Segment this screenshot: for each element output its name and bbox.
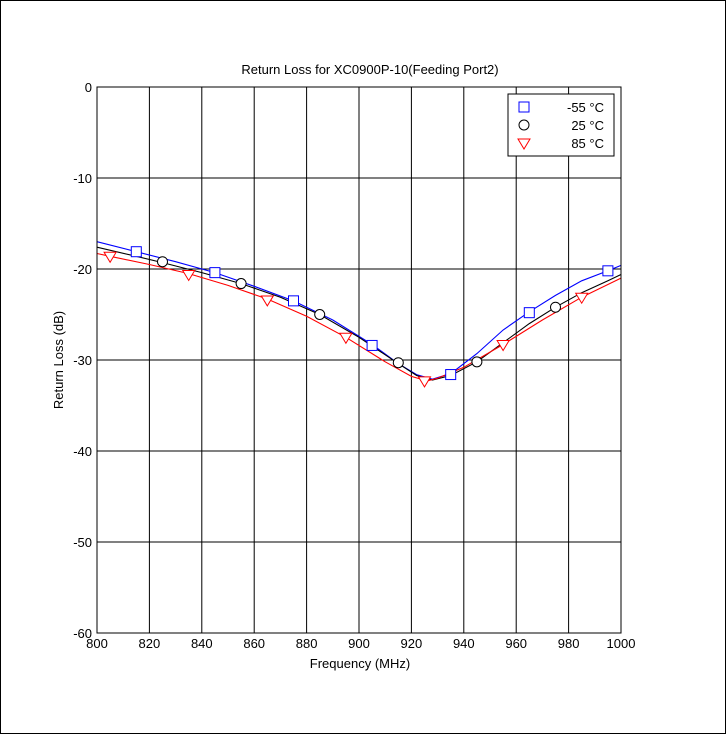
- data-point: [260, 295, 275, 307]
- y-tick-label: -20: [73, 262, 92, 277]
- data-point: [288, 295, 299, 307]
- data-point: [392, 357, 404, 369]
- data-point: [181, 269, 196, 282]
- x-tick-label: 1000: [607, 636, 636, 651]
- legend-marker: [518, 101, 530, 113]
- y-tick-label: -30: [73, 353, 92, 368]
- data-point: [417, 376, 432, 388]
- x-tick-label: 800: [86, 636, 108, 651]
- series-line-2: [96, 252, 622, 382]
- legend-marker: [517, 138, 531, 150]
- data-point: [130, 246, 142, 258]
- data-point: [445, 369, 457, 381]
- x-tick-label: 980: [558, 636, 580, 651]
- series-markers: [103, 246, 614, 388]
- data-point: [235, 278, 247, 290]
- x-tick-label: 820: [139, 636, 161, 651]
- x-tick-label: 920: [401, 636, 423, 651]
- legend-label: 25 °C: [571, 118, 604, 133]
- data-point: [314, 309, 326, 320]
- x-axis-label: Frequency (MHz): [310, 656, 410, 671]
- data-point: [471, 356, 483, 368]
- legend-marker: [518, 119, 530, 131]
- legend-label: -55 °C: [567, 100, 604, 115]
- data-point: [550, 301, 561, 313]
- data-point: [103, 251, 117, 264]
- data-point: [157, 256, 168, 268]
- data-point: [339, 332, 353, 345]
- y-tick-label: -50: [73, 535, 92, 550]
- grid: [96, 86, 622, 634]
- x-tick-label: 900: [348, 636, 370, 651]
- x-tick-label: 940: [453, 636, 475, 651]
- data-point: [574, 292, 589, 305]
- data-point: [366, 339, 378, 351]
- y-tick-label: -60: [73, 626, 92, 641]
- plot-area-border: [96, 86, 622, 634]
- legend: -55 °C 25 °C 85 °C: [507, 93, 615, 157]
- y-tick-label: -40: [73, 444, 92, 459]
- chart-title: Return Loss for XC0900P-10(Feeding Port2…: [241, 62, 498, 77]
- y-axis-label: Return Loss (dB): [51, 311, 66, 409]
- x-tick-label: 880: [296, 636, 318, 651]
- data-point: [496, 340, 510, 352]
- x-tick-label: 860: [243, 636, 265, 651]
- y-tick-label: 0: [85, 80, 92, 95]
- data-point: [523, 307, 535, 319]
- legend-label: 85 °C: [571, 136, 604, 151]
- data-point: [602, 265, 614, 277]
- tick-labels: 800 820 840 860 880 900 920 940 960 980 1000 0 -10 -2…: [73, 80, 635, 651]
- x-tick-label: 840: [191, 636, 213, 651]
- y-tick-label: -10: [73, 171, 92, 186]
- x-tick-label: 960: [505, 636, 527, 651]
- data-point: [209, 267, 221, 279]
